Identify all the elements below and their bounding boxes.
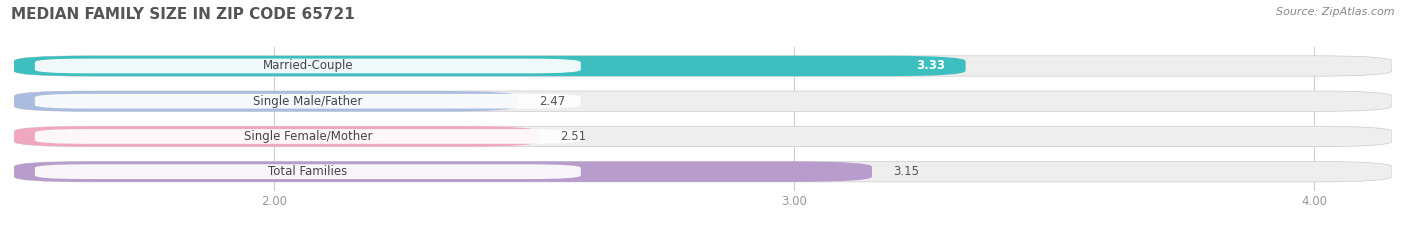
FancyBboxPatch shape (14, 161, 872, 182)
Text: 2.47: 2.47 (540, 95, 565, 108)
FancyBboxPatch shape (35, 164, 581, 179)
Text: 3.33: 3.33 (915, 59, 945, 72)
Text: MEDIAN FAMILY SIZE IN ZIP CODE 65721: MEDIAN FAMILY SIZE IN ZIP CODE 65721 (11, 7, 354, 22)
FancyBboxPatch shape (14, 161, 1392, 182)
FancyBboxPatch shape (14, 91, 1392, 111)
Text: Source: ZipAtlas.com: Source: ZipAtlas.com (1277, 7, 1395, 17)
Text: Married-Couple: Married-Couple (263, 59, 353, 72)
FancyBboxPatch shape (35, 59, 581, 73)
Text: Total Families: Total Families (269, 165, 347, 178)
FancyBboxPatch shape (14, 56, 966, 76)
Text: 3.15: 3.15 (893, 165, 918, 178)
FancyBboxPatch shape (35, 129, 581, 144)
Text: Single Female/Mother: Single Female/Mother (243, 130, 373, 143)
Text: Single Male/Father: Single Male/Father (253, 95, 363, 108)
FancyBboxPatch shape (14, 56, 1392, 76)
FancyBboxPatch shape (14, 126, 540, 147)
FancyBboxPatch shape (35, 94, 581, 109)
FancyBboxPatch shape (14, 91, 519, 111)
Text: 2.51: 2.51 (560, 130, 586, 143)
FancyBboxPatch shape (14, 126, 1392, 147)
